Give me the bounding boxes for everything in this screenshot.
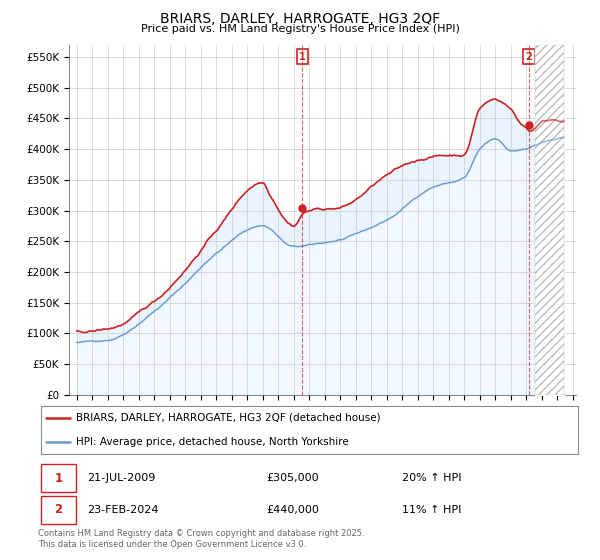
- Text: Contains HM Land Registry data © Crown copyright and database right 2025.
This d: Contains HM Land Registry data © Crown c…: [38, 529, 364, 549]
- Text: 21-JUL-2009: 21-JUL-2009: [86, 473, 155, 483]
- Text: BRIARS, DARLEY, HARROGATE, HG3 2QF: BRIARS, DARLEY, HARROGATE, HG3 2QF: [160, 12, 440, 26]
- Text: 1: 1: [55, 472, 62, 484]
- Text: 2: 2: [55, 503, 62, 516]
- Text: £440,000: £440,000: [266, 505, 319, 515]
- FancyBboxPatch shape: [41, 406, 578, 454]
- Text: 20% ↑ HPI: 20% ↑ HPI: [401, 473, 461, 483]
- Text: 11% ↑ HPI: 11% ↑ HPI: [401, 505, 461, 515]
- Text: 2: 2: [526, 52, 532, 62]
- Text: £305,000: £305,000: [266, 473, 319, 483]
- Text: 1: 1: [299, 52, 306, 62]
- Text: BRIARS, DARLEY, HARROGATE, HG3 2QF (detached house): BRIARS, DARLEY, HARROGATE, HG3 2QF (deta…: [76, 413, 380, 423]
- FancyBboxPatch shape: [41, 496, 76, 524]
- Text: 23-FEB-2024: 23-FEB-2024: [86, 505, 158, 515]
- Text: HPI: Average price, detached house, North Yorkshire: HPI: Average price, detached house, Nort…: [76, 437, 349, 447]
- FancyBboxPatch shape: [41, 464, 76, 492]
- Text: Price paid vs. HM Land Registry's House Price Index (HPI): Price paid vs. HM Land Registry's House …: [140, 24, 460, 34]
